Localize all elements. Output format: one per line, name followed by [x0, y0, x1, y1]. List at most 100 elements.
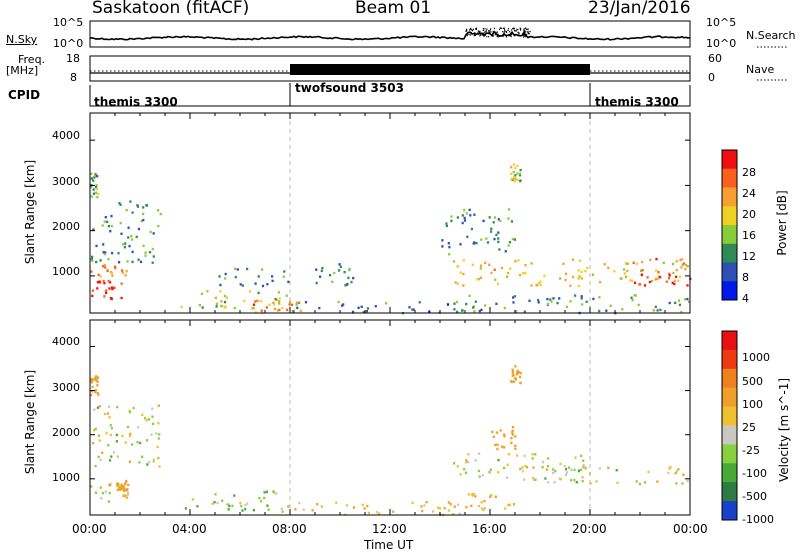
power-echo-cell [233, 306, 236, 310]
velocity-echo-cell [506, 476, 509, 479]
velocity-echo-cell [582, 464, 585, 467]
power-echo-cell [281, 307, 284, 310]
velocity-echo-cell [294, 508, 297, 511]
power-echo-cell [478, 309, 481, 313]
velocity-echo-cell [216, 501, 219, 505]
power-echo-cell [631, 299, 634, 302]
velocity-echo-cell [481, 473, 484, 477]
power-echo-cell [537, 298, 540, 302]
power-echo-cell [450, 215, 453, 218]
power-echo-cell [510, 220, 514, 223]
velocity-echo-cell [120, 483, 123, 486]
power-echo-cell [578, 274, 581, 278]
power-echo-cell [121, 269, 124, 272]
power-echo-cell [454, 281, 457, 284]
velocity-echo-cell [514, 435, 517, 438]
power-echo-cell [507, 271, 510, 275]
velocity-echo-cell [544, 477, 547, 480]
velocity-panel-frame [89, 319, 691, 516]
velocity-ytick-1000: 1000 [52, 471, 80, 484]
power-echo-cell [671, 262, 675, 266]
velocity-echo-cell [467, 493, 470, 496]
nsky-series-line [89, 30, 691, 41]
power-echo-cell [461, 214, 464, 217]
velocity-echo-cell [145, 419, 148, 422]
velocity-echo-cell [541, 465, 544, 469]
velocity-echo-cell [514, 377, 517, 380]
power-echo-cell [333, 271, 336, 275]
power-echo-cell [252, 307, 255, 310]
power-echo-cell [257, 275, 260, 278]
power-echo-cell [124, 242, 127, 245]
power-echo-cell [120, 296, 123, 300]
velocity-echo-cell [90, 390, 94, 393]
power-echo-cell [459, 243, 462, 246]
nsky-panel-frame [89, 20, 691, 48]
velocity-echo-cell [118, 488, 122, 491]
velocity-echo-cell [259, 500, 262, 503]
nave-dense-block [290, 64, 590, 75]
power-echo-cell [507, 208, 511, 211]
power-echo-cell [657, 271, 660, 274]
velocity-echo-cell [99, 458, 102, 462]
power-echo-cell [412, 308, 415, 311]
power-echo-cell [446, 303, 450, 306]
power-echo-cell [285, 294, 288, 297]
power-echo-cell [151, 247, 154, 251]
power-echo-cell [510, 166, 513, 169]
velocity-echo-cell [516, 369, 519, 373]
velocity-echo-cell [559, 478, 562, 481]
velocity-echo-cell [453, 505, 456, 508]
power-echo-cell [278, 297, 281, 300]
power-echo-cell [118, 261, 121, 264]
velocity-echo-cell [94, 491, 97, 494]
power-echo-cell [159, 212, 162, 216]
power-echo-cell [148, 251, 152, 254]
velocity-echo-cell [521, 466, 524, 469]
velocity-echo-cell [108, 416, 111, 419]
velocity-echo-cell [91, 378, 94, 381]
velocity-echo-cell [511, 431, 514, 434]
velocity-echo-cell [488, 471, 491, 474]
velocity-echo-cell [494, 443, 497, 446]
power-echo-cell [668, 301, 671, 305]
velocity-echo-cell [500, 445, 504, 448]
velocity-echo-cell [458, 512, 461, 516]
power-echo-cell [344, 284, 347, 287]
power-echo-cell [360, 305, 363, 308]
power-echo-cell [686, 284, 689, 287]
velocity-echo-cell [94, 377, 97, 380]
power-echo-cell [671, 281, 674, 285]
beam-title: Beam 01 [355, 0, 432, 18]
power-echo-cell [650, 279, 654, 283]
velocity-echo-cell [143, 416, 147, 420]
power-echo-cell [574, 294, 577, 297]
power-colorbar-swatch [722, 225, 737, 245]
power-echo-cell [634, 294, 637, 297]
velocity-echo-cell [480, 507, 483, 510]
power-echo-cell [246, 267, 249, 271]
velocity-echo-cell [115, 433, 118, 437]
power-echo-cell [678, 275, 681, 278]
power-echo-cell [505, 275, 509, 278]
nsearch-tick-top: 10^5 [706, 16, 737, 29]
velocity-echo-cell [94, 464, 97, 468]
power-echo-cell [677, 279, 680, 282]
power-echo-cell [125, 209, 128, 212]
power-echo-cell [98, 280, 101, 283]
power-echo-cell [295, 303, 298, 306]
velocity-echo-cell [124, 441, 127, 444]
power-echo-cell [321, 266, 324, 270]
velocity-echo-cell [519, 381, 522, 385]
power-echo-cell [592, 297, 595, 301]
cpid-panel-frame [89, 85, 691, 107]
power-echo-cell [646, 276, 649, 279]
power-echo-cell [142, 244, 145, 247]
velocity-echo-cell [496, 443, 499, 446]
power-echo-cell [497, 231, 500, 234]
velocity-echo-cell [128, 460, 131, 463]
power-echo-cell [338, 263, 341, 266]
velocity-echo-cell [280, 507, 283, 510]
velocity-echo-cell [492, 435, 495, 439]
power-echo-cell [462, 272, 465, 276]
